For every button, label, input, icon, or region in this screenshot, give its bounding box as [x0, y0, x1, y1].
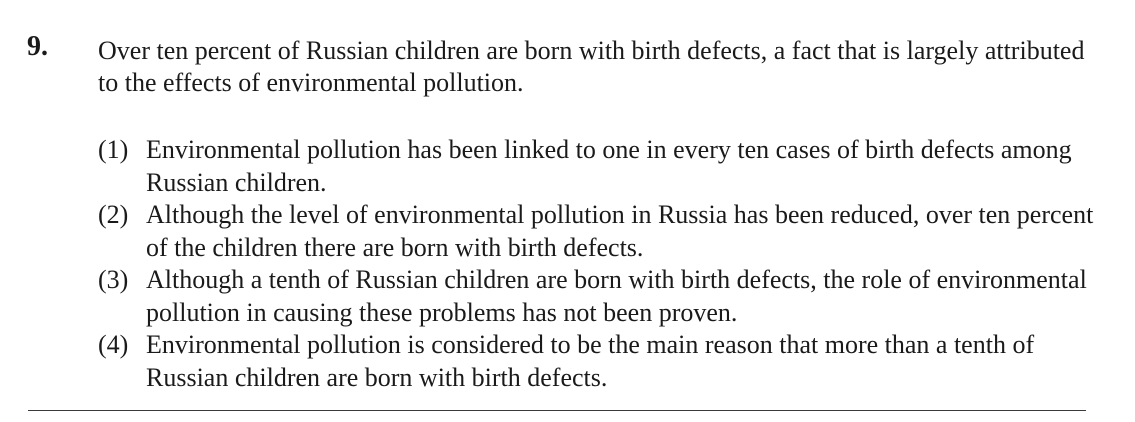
option-text: Environmental pollution has been linked … — [146, 135, 1072, 197]
option-text: Environmental pollution is considered to… — [146, 330, 1035, 392]
option-text: Although a tenth of Russian children are… — [146, 265, 1087, 327]
section-divider — [28, 410, 1086, 411]
option-number: (2) — [98, 200, 129, 229]
answer-option-2: (2) Although the level of environmental … — [98, 199, 1108, 264]
option-number: (1) — [98, 135, 129, 164]
question-stem: Over ten percent of Russian children are… — [98, 36, 1085, 97]
answer-option-3: (3) Although a tenth of Russian children… — [98, 264, 1108, 329]
answer-options: (1) Environmental pollution has been lin… — [98, 134, 1108, 394]
option-number: (4) — [98, 330, 129, 359]
option-number: (3) — [98, 265, 129, 294]
option-text: Although the level of environmental poll… — [146, 200, 1094, 262]
cropped-previous-text — [150, 0, 570, 4]
answer-option-1: (1) Environmental pollution has been lin… — [98, 134, 1108, 199]
question-number: 9. — [27, 31, 48, 62]
answer-option-4: (4) Environmental pollution is considere… — [98, 329, 1108, 394]
